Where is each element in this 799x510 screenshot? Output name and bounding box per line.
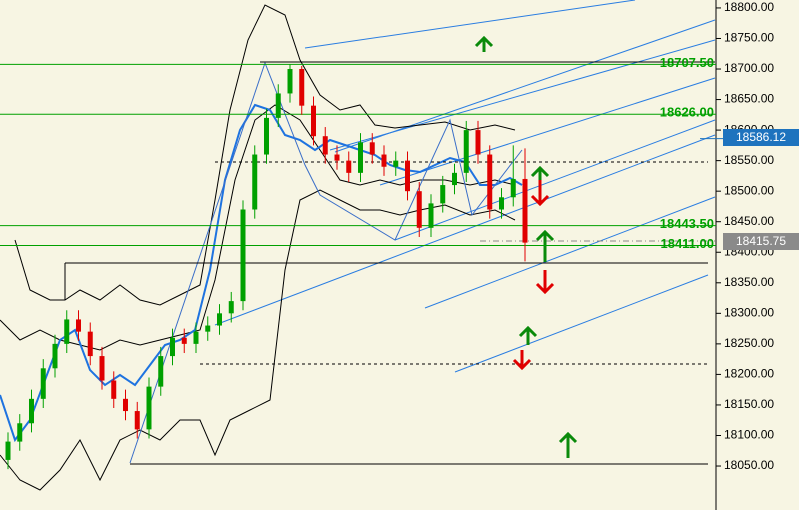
y-tick-label: 18550.00 xyxy=(724,153,774,167)
candle-body xyxy=(358,142,363,173)
candle-body xyxy=(111,380,117,399)
y-tick-label: 18500.00 xyxy=(724,183,774,197)
y-tick-label: 18200.00 xyxy=(724,367,774,381)
zigzag xyxy=(129,61,523,464)
y-tick-label: 18350.00 xyxy=(724,275,774,289)
bollinger-lower xyxy=(0,189,516,491)
bid-price-box xyxy=(723,233,799,250)
candle-body xyxy=(181,337,187,344)
candle-body xyxy=(252,154,258,210)
candle-body xyxy=(76,319,81,332)
y-tick-label: 18050.00 xyxy=(724,458,774,472)
candle-body xyxy=(463,130,469,173)
level-label: 18411.00 xyxy=(660,236,714,251)
candle-body xyxy=(158,356,164,387)
candle-body xyxy=(193,331,199,344)
candle-body xyxy=(311,105,316,137)
candle-body xyxy=(416,191,422,228)
candle-body xyxy=(64,319,70,344)
candle-body xyxy=(299,69,305,106)
y-tick-label: 18700.00 xyxy=(724,61,774,75)
candle-body xyxy=(452,172,457,186)
candle-body xyxy=(123,398,128,412)
y-tick-label: 18150.00 xyxy=(724,397,774,411)
candle-body xyxy=(228,301,234,314)
candle-body xyxy=(334,154,340,161)
y-tick-label: 18800.00 xyxy=(724,0,774,14)
candle-body xyxy=(52,343,58,369)
y-tick-label: 18100.00 xyxy=(724,428,774,442)
candle-body xyxy=(287,69,293,94)
y-tick-label: 18650.00 xyxy=(724,92,774,106)
candle-body xyxy=(17,423,23,442)
last-price-label: 18586.12 xyxy=(736,130,786,144)
y-tick-label: 18250.00 xyxy=(724,336,774,350)
last-price-box xyxy=(723,129,799,146)
candle-body xyxy=(405,160,410,192)
candle-body xyxy=(240,209,246,302)
candle-body xyxy=(275,93,281,118)
candle-body xyxy=(217,313,222,326)
candle-body xyxy=(134,411,140,430)
candle-body xyxy=(40,368,46,399)
y-tick-label: 18750.00 xyxy=(724,31,774,45)
candle-body xyxy=(170,337,175,357)
signal-arrows xyxy=(474,35,578,458)
candle-body xyxy=(369,142,375,155)
candle-body xyxy=(393,160,399,167)
level-label: 18626.00 xyxy=(660,105,714,120)
candle-body xyxy=(322,136,328,155)
candle-body xyxy=(381,154,387,167)
axis-background xyxy=(716,0,799,510)
candle-body xyxy=(99,356,105,381)
candle-body xyxy=(440,185,446,204)
candle-body xyxy=(5,441,11,460)
plot-background xyxy=(0,0,716,510)
candle-body xyxy=(264,117,269,155)
candle-body xyxy=(522,178,528,243)
y-tick-label: 18300.00 xyxy=(724,306,774,320)
y-tick-label: 18450.00 xyxy=(724,214,774,228)
bollinger-upper xyxy=(14,4,516,306)
level-label: 18443.50 xyxy=(660,216,714,231)
candle-body xyxy=(346,160,352,173)
candle-body xyxy=(428,203,434,228)
candle-body xyxy=(29,398,34,424)
candle-body xyxy=(510,178,516,198)
candle-body xyxy=(146,386,152,430)
level-label: 18707.50 xyxy=(660,55,714,70)
candle-body xyxy=(499,197,504,210)
candle-body xyxy=(475,130,481,155)
bid-price-label: 18415.75 xyxy=(736,234,786,248)
candle-body xyxy=(87,331,93,357)
bollinger-middle xyxy=(0,104,516,351)
candle-body xyxy=(205,325,211,332)
candle-body xyxy=(487,154,493,210)
moving-average xyxy=(0,103,523,443)
channel-lines xyxy=(214,0,716,373)
